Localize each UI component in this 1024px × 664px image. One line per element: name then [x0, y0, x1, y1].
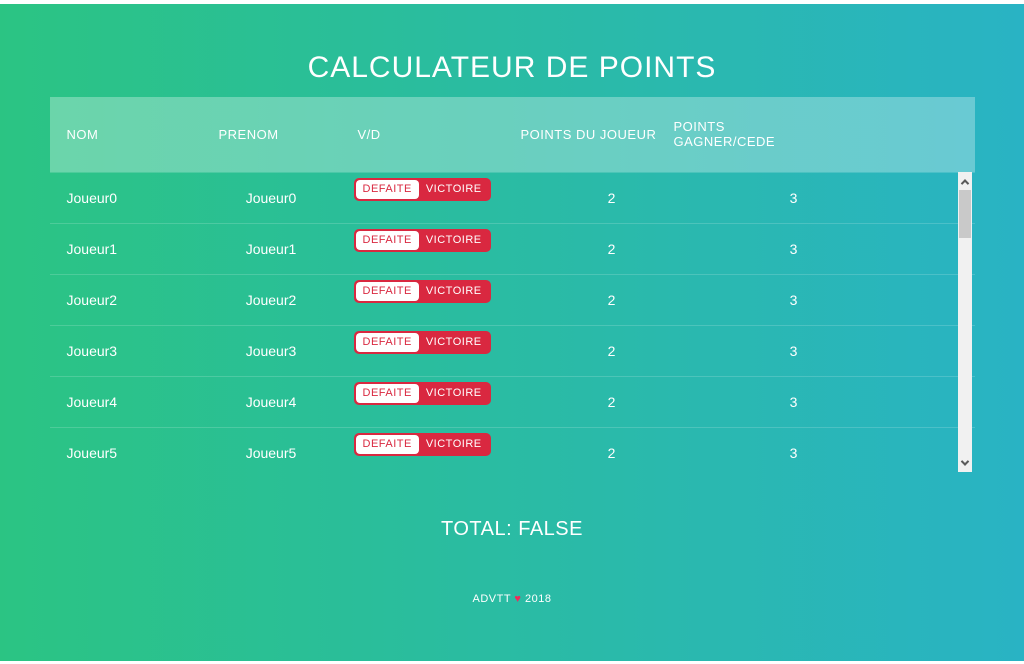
table-row: Joueur3 Joueur3 DEFAITE VICTOIRE 2 3 [49, 325, 975, 376]
heart-icon: ♥ [514, 593, 522, 605]
vd-toggle: DEFAITE VICTOIRE [353, 229, 491, 252]
footer-year: 2018 [525, 593, 552, 605]
victoire-button[interactable]: VICTOIRE [418, 384, 489, 403]
column-header-prenom: PRENOM [218, 127, 279, 142]
column-header-points-gagner-cede: POINTS GAGNER/CEDE [673, 118, 776, 149]
scroll-down-button[interactable] [958, 455, 972, 470]
points-du-joueur-cell: 2 [607, 394, 616, 410]
vd-cell: DEFAITE VICTOIRE [341, 326, 504, 354]
victoire-button[interactable]: VICTOIRE [418, 333, 489, 352]
vd-toggle: DEFAITE VICTOIRE [353, 331, 491, 354]
points-gagner-cede-cell: 3 [789, 445, 798, 461]
table-row: Joueur1 Joueur1 DEFAITE VICTOIRE 2 3 [49, 223, 975, 274]
prenom-cell: Joueur3 [245, 343, 297, 359]
column-header-points-du-joueur: POINTS DU JOUEUR [520, 127, 657, 142]
vd-toggle: DEFAITE VICTOIRE [353, 178, 491, 201]
defaite-button[interactable]: DEFAITE [355, 231, 419, 250]
table-header-row: NOM PRENOM V/D POINTS DU JOUEUR POINTS G… [49, 97, 975, 172]
defaite-button[interactable]: DEFAITE [355, 180, 419, 199]
nom-cell: Joueur4 [66, 394, 118, 410]
prenom-cell: Joueur4 [245, 394, 297, 410]
defaite-button[interactable]: DEFAITE [355, 435, 419, 454]
nom-cell: Joueur5 [66, 445, 118, 461]
points-table: NOM PRENOM V/D POINTS DU JOUEUR POINTS G… [49, 97, 975, 472]
vd-toggle: DEFAITE VICTOIRE [353, 382, 491, 405]
vd-cell: DEFAITE VICTOIRE [341, 224, 504, 252]
table-row: Joueur4 Joueur4 DEFAITE VICTOIRE 2 3 [49, 376, 975, 427]
total-text: TOTAL: FALSE [441, 518, 583, 540]
points-gagner-cede-cell: 3 [789, 394, 798, 410]
prenom-cell: Joueur5 [245, 445, 297, 461]
nom-cell: Joueur1 [66, 241, 118, 257]
scroll-up-button[interactable] [958, 174, 972, 189]
vd-toggle: DEFAITE VICTOIRE [353, 433, 491, 456]
defaite-button[interactable]: DEFAITE [355, 384, 419, 403]
victoire-button[interactable]: VICTOIRE [418, 435, 489, 454]
points-gagner-cede-cell: 3 [789, 343, 798, 359]
vd-cell: DEFAITE VICTOIRE [341, 377, 504, 405]
victoire-button[interactable]: VICTOIRE [418, 231, 489, 250]
app-background: CALCULATEUR DE POINTS NOM PRENOM V/D POI… [0, 4, 1024, 661]
table-body: Joueur0 Joueur0 DEFAITE VICTOIRE 2 3 Jou… [49, 172, 975, 472]
defaite-button[interactable]: DEFAITE [355, 333, 419, 352]
column-header-nom: NOM [66, 127, 99, 142]
nom-cell: Joueur3 [66, 343, 118, 359]
vd-toggle: DEFAITE VICTOIRE [353, 280, 491, 303]
points-du-joueur-cell: 2 [607, 241, 616, 257]
scrollbar-thumb[interactable] [958, 190, 971, 238]
points-du-joueur-cell: 2 [607, 292, 616, 308]
table-row: Joueur0 Joueur0 DEFAITE VICTOIRE 2 3 [49, 172, 975, 223]
chevron-up-icon [960, 178, 969, 188]
points-gagner-cede-cell: 3 [789, 241, 798, 257]
footer: ADVTT ♥ 2018 [0, 593, 1024, 605]
points-du-joueur-cell: 2 [607, 190, 616, 206]
points-gagner-cede-cell: 3 [789, 190, 798, 206]
prenom-cell: Joueur1 [245, 241, 297, 257]
vd-cell: DEFAITE VICTOIRE [341, 428, 504, 456]
nom-cell: Joueur2 [66, 292, 118, 308]
nom-cell: Joueur0 [66, 190, 118, 206]
victoire-button[interactable]: VICTOIRE [418, 282, 489, 301]
chevron-down-icon [960, 456, 969, 466]
table-scrollbar[interactable] [957, 172, 972, 472]
points-du-joueur-cell: 2 [607, 343, 616, 359]
table-row: Joueur5 Joueur5 DEFAITE VICTOIRE 2 3 [49, 427, 975, 472]
column-header-vd: V/D [357, 127, 381, 142]
prenom-cell: Joueur0 [245, 190, 297, 206]
table-row: Joueur2 Joueur2 DEFAITE VICTOIRE 2 3 [49, 274, 975, 325]
points-du-joueur-cell: 2 [607, 445, 616, 461]
prenom-cell: Joueur2 [245, 292, 297, 308]
footer-brand: ADVTT [472, 593, 511, 605]
vd-cell: DEFAITE VICTOIRE [341, 275, 504, 303]
page-title: CALCULATEUR DE POINTS [307, 51, 717, 84]
defaite-button[interactable]: DEFAITE [355, 282, 419, 301]
points-gagner-cede-cell: 3 [789, 292, 798, 308]
vd-cell: DEFAITE VICTOIRE [341, 173, 504, 201]
victoire-button[interactable]: VICTOIRE [418, 180, 489, 199]
